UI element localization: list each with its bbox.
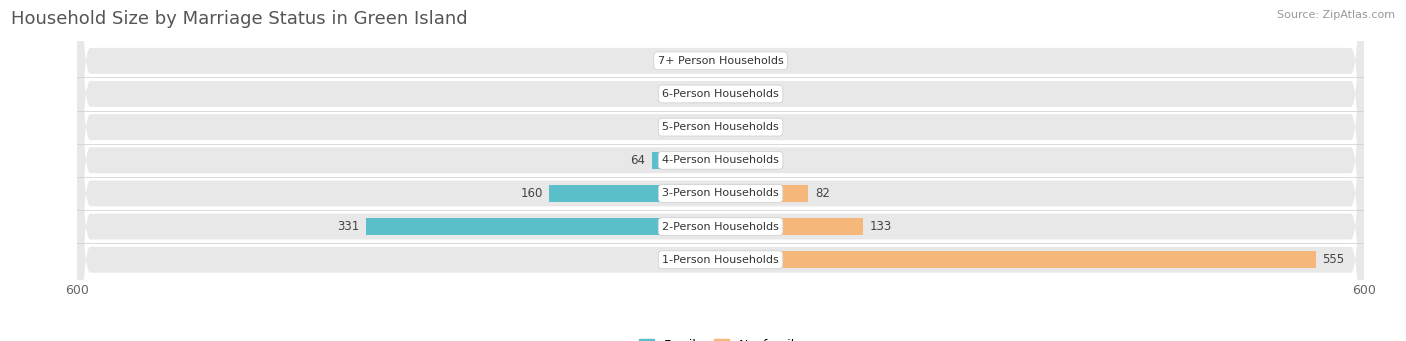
Bar (652, 152, 721, 169)
Text: 160: 160 (520, 187, 543, 200)
FancyBboxPatch shape (77, 0, 1364, 341)
Text: 3-Person Households: 3-Person Households (662, 189, 779, 198)
Text: 0: 0 (675, 253, 682, 266)
Bar (721, 251, 1316, 268)
FancyBboxPatch shape (77, 0, 1364, 341)
Text: 4-Person Households: 4-Person Households (662, 155, 779, 165)
Text: Source: ZipAtlas.com: Source: ZipAtlas.com (1277, 10, 1395, 20)
Text: 0: 0 (759, 54, 766, 67)
Bar (689, 85, 721, 103)
Text: 19: 19 (666, 87, 682, 101)
Bar (548, 185, 721, 202)
FancyBboxPatch shape (77, 0, 1364, 341)
Legend: Family, Nonfamily: Family, Nonfamily (634, 334, 807, 341)
Text: 0: 0 (675, 54, 682, 67)
Bar (366, 218, 721, 235)
FancyBboxPatch shape (77, 0, 1364, 341)
FancyBboxPatch shape (77, 0, 1364, 341)
FancyBboxPatch shape (77, 0, 1364, 341)
Text: Household Size by Marriage Status in Green Island: Household Size by Marriage Status in Gre… (11, 10, 468, 28)
Text: 7+ Person Households: 7+ Person Households (658, 56, 783, 66)
Text: 0: 0 (759, 121, 766, 134)
Text: 555: 555 (1322, 253, 1344, 266)
Text: 331: 331 (337, 220, 360, 233)
Bar (721, 218, 863, 235)
Text: 0: 0 (759, 154, 766, 167)
Text: 6-Person Households: 6-Person Households (662, 89, 779, 99)
Text: 82: 82 (815, 187, 830, 200)
Text: 0: 0 (759, 87, 766, 101)
Text: 5-Person Households: 5-Person Households (662, 122, 779, 132)
Text: 2-Person Households: 2-Person Households (662, 222, 779, 232)
Text: 64: 64 (630, 154, 645, 167)
Text: 133: 133 (869, 220, 891, 233)
FancyBboxPatch shape (77, 0, 1364, 341)
Text: 1-Person Households: 1-Person Households (662, 255, 779, 265)
Text: 0: 0 (675, 121, 682, 134)
Bar (721, 185, 808, 202)
